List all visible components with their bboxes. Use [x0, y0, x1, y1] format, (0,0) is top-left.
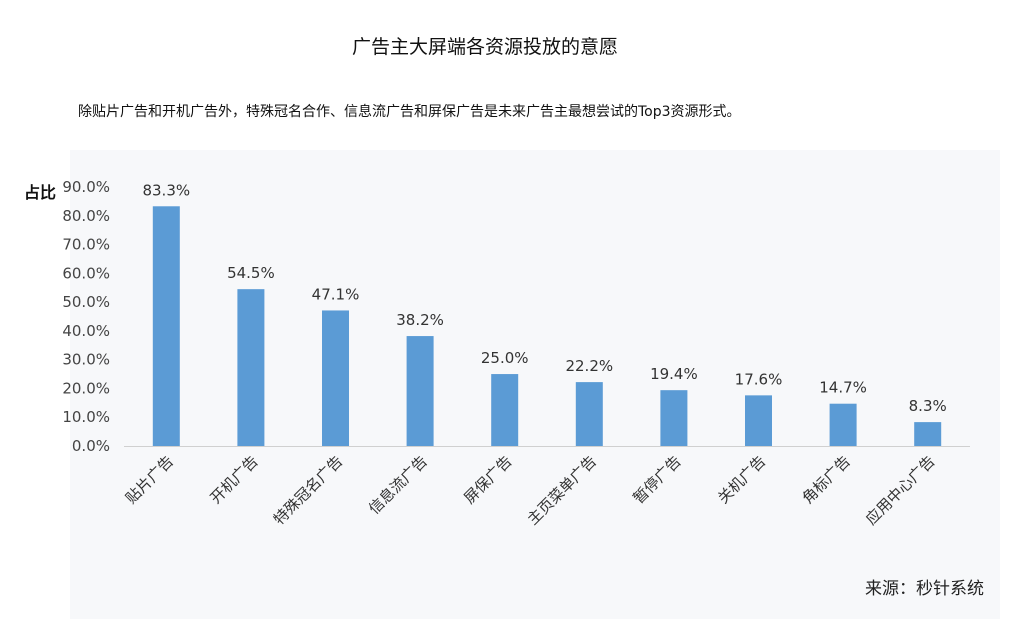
plot-background	[70, 150, 1000, 619]
data-label: 47.1%	[312, 285, 360, 303]
bar	[237, 289, 265, 446]
data-label: 38.2%	[396, 311, 444, 329]
bar	[491, 374, 519, 446]
data-label: 17.6%	[735, 370, 783, 388]
bar	[829, 403, 857, 446]
category-label: 信息流广告	[365, 452, 431, 518]
category-label: 关机广告	[714, 452, 769, 507]
data-label: 54.5%	[227, 264, 275, 282]
y-tick-label: 20.0%	[62, 379, 110, 397]
y-tick-label: 0.0%	[72, 437, 110, 455]
category-label: 开机广告	[207, 452, 262, 507]
y-tick-label: 70.0%	[62, 236, 110, 254]
data-label: 14.7%	[819, 379, 867, 397]
category-label: 暂停广告	[630, 452, 685, 507]
y-tick-label: 40.0%	[62, 322, 110, 340]
y-axis-title: 占比	[24, 183, 56, 202]
y-tick-label: 50.0%	[62, 293, 110, 311]
data-label: 22.2%	[565, 357, 613, 375]
category-label: 主页菜单广告	[524, 452, 600, 528]
bar	[322, 310, 349, 446]
y-tick-label: 30.0%	[62, 351, 110, 369]
chart-title: 广告主大屏端各资源投放的意愿	[351, 36, 618, 58]
data-label: 8.3%	[909, 397, 947, 415]
bar	[914, 422, 942, 446]
chart-subtitle: 除贴片广告和开机广告外，特殊冠名合作、信息流广告和屏保广告是未来广告主最想尝试的…	[78, 104, 741, 120]
bar	[152, 206, 180, 446]
bar	[406, 336, 434, 446]
category-label: 应用中心广告	[862, 452, 938, 528]
y-tick-label: 90.0%	[62, 178, 110, 196]
y-tick-label: 60.0%	[62, 264, 110, 282]
bar	[660, 390, 688, 446]
category-label: 角标广告	[799, 452, 854, 507]
bar	[575, 382, 603, 446]
category-label: 贴片广告	[122, 452, 177, 507]
y-tick-label: 10.0%	[62, 408, 110, 426]
data-label: 25.0%	[481, 349, 529, 367]
data-label: 19.4%	[650, 365, 698, 383]
bar	[745, 395, 772, 446]
data-label: 83.3%	[142, 181, 190, 199]
y-tick-label: 80.0%	[62, 207, 110, 225]
category-label: 特殊冠名广告	[270, 452, 346, 528]
category-label: 屏保广告	[460, 452, 515, 507]
source-note: 来源：秒针系统	[865, 579, 984, 599]
